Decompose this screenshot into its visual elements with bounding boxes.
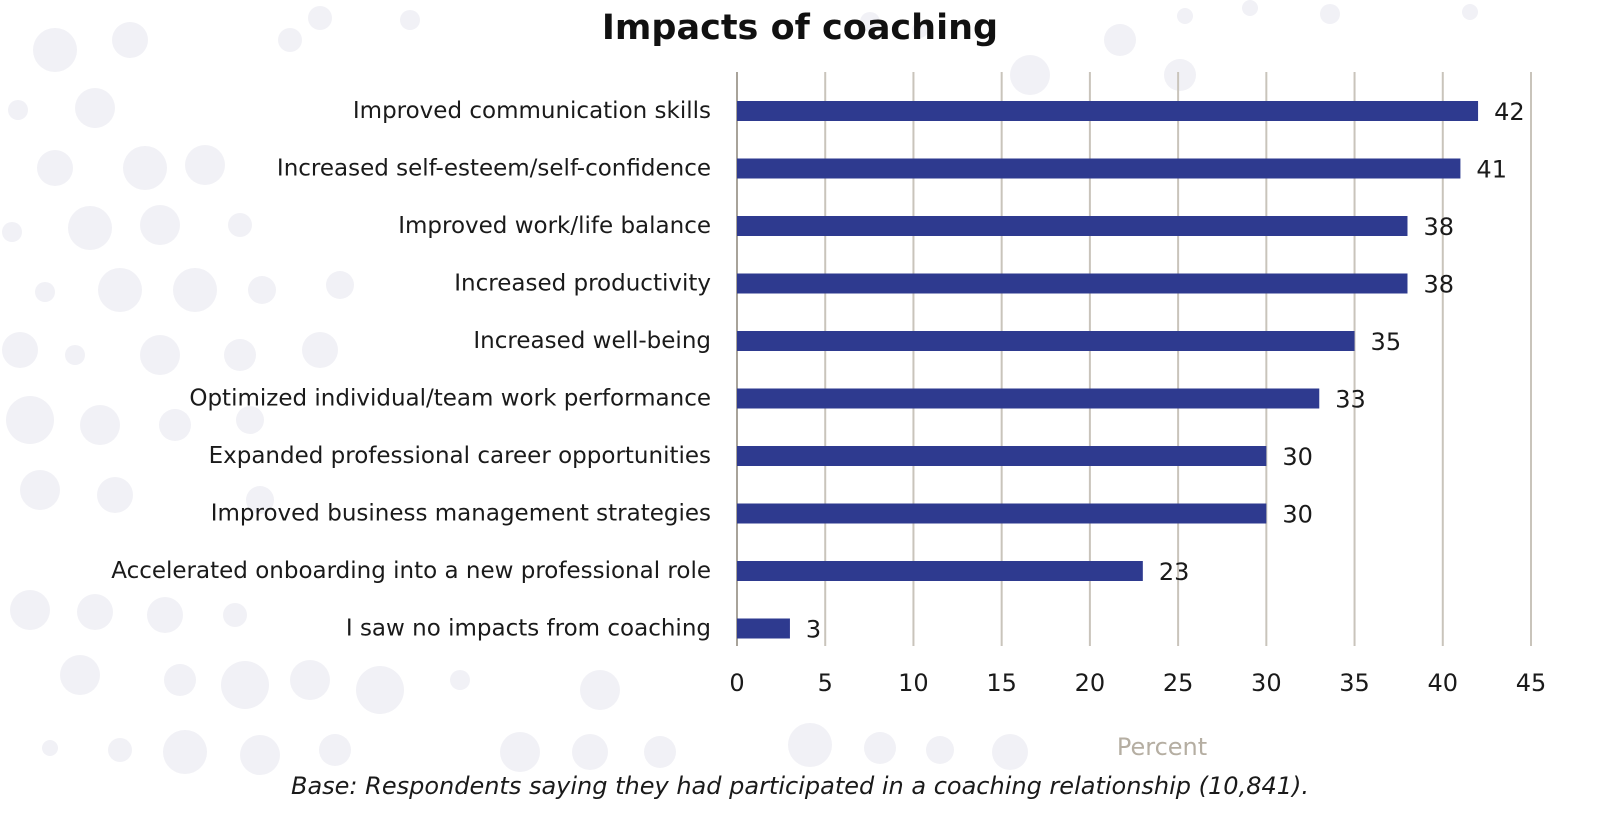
x-tick-label: 35: [1339, 669, 1370, 697]
gridlines: [736, 72, 1532, 646]
x-tick-label: 30: [1251, 669, 1282, 697]
bar: [737, 273, 1408, 294]
bar: [737, 216, 1408, 236]
value-labels: 42 41 38 38 35 33 30 30 23 3: [806, 98, 1525, 644]
bar: [737, 618, 790, 639]
bar: [737, 158, 1461, 179]
bar: [737, 388, 1320, 409]
x-tick-label: 25: [1163, 669, 1194, 697]
bars: [737, 101, 1479, 639]
category-label: Improved communication skills: [353, 98, 711, 124]
bar: [737, 331, 1355, 351]
category-label: Improved work/life balance: [398, 213, 711, 239]
category-label: I saw no impacts from coaching: [346, 616, 711, 642]
value-label: 42: [1494, 98, 1525, 126]
value-label: 38: [1423, 213, 1454, 241]
category-label: Expanded professional career opportuniti…: [209, 443, 711, 469]
value-label: 23: [1159, 558, 1190, 586]
bar: [737, 561, 1143, 581]
x-tick-label: 40: [1428, 669, 1459, 697]
x-tick-label: 45: [1516, 669, 1547, 697]
category-label: Optimized individual/team work performan…: [189, 386, 711, 412]
value-label: 33: [1335, 386, 1366, 414]
footnote: Base: Respondents saying they had partic…: [290, 772, 1309, 800]
x-axis-title: Percent: [1117, 733, 1207, 761]
chart-title: Impacts of coaching: [601, 8, 999, 48]
value-label: 38: [1423, 271, 1454, 299]
value-label: 30: [1282, 443, 1313, 471]
bar: [737, 446, 1267, 466]
category-label: Improved business management strategies: [211, 501, 711, 527]
value-label: 3: [806, 616, 821, 644]
bar: [737, 503, 1267, 524]
x-tick-label: 5: [818, 669, 833, 697]
value-label: 35: [1371, 328, 1402, 356]
x-tick-label: 20: [1075, 669, 1106, 697]
category-label: Increased productivity: [454, 271, 711, 297]
x-tick-label: 10: [898, 669, 929, 697]
x-axis-ticks: 0 5 10 15 20 25 30 35 40 45: [729, 669, 1546, 697]
value-label: 30: [1282, 501, 1313, 529]
category-label: Accelerated onboarding into a new profes…: [111, 558, 711, 584]
x-tick-label: 15: [986, 669, 1017, 697]
value-label: 41: [1476, 156, 1507, 184]
category-labels: Improved communication skills Increased s…: [111, 98, 711, 642]
bar: [737, 101, 1479, 121]
category-label: Increased self-esteem/self-confidence: [277, 156, 711, 182]
x-tick-label: 0: [729, 669, 744, 697]
category-label: Increased well-being: [473, 328, 711, 354]
